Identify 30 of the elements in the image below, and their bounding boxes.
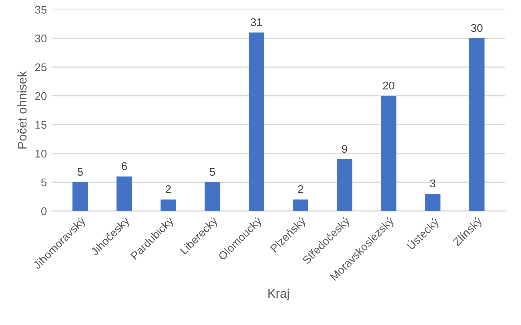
y-tick-label: 35 — [35, 6, 47, 14]
data-label: 5 — [210, 168, 216, 176]
data-label: 2 — [166, 186, 172, 194]
y-tick-label: 15 — [36, 121, 47, 130]
x-axis-title: Kraj — [268, 288, 290, 301]
y-tick-label: 30 — [35, 34, 47, 43]
bar — [381, 96, 397, 212]
data-label: 30 — [471, 24, 483, 32]
data-label: 3 — [430, 180, 436, 188]
bar — [248, 32, 264, 212]
y-tick-label: 25 — [35, 64, 47, 72]
y-axis-title: Počet ohnisek — [18, 71, 27, 149]
data-label: 6 — [122, 162, 128, 170]
bar — [72, 182, 88, 212]
data-label: 31 — [250, 18, 262, 26]
data-label: 2 — [298, 186, 304, 194]
bar — [116, 176, 132, 212]
y-tick-label: 5 — [42, 178, 47, 187]
data-label: 20 — [383, 82, 395, 90]
bar — [293, 200, 308, 212]
y-tick-label: 10 — [36, 150, 47, 158]
bar — [469, 38, 485, 212]
bar — [204, 182, 220, 212]
data-label: 5 — [78, 168, 84, 176]
bar — [160, 200, 176, 212]
bar — [425, 194, 441, 212]
y-tick-label: 0 — [41, 208, 47, 216]
y-tick-label: 20 — [35, 92, 47, 100]
data-label: 9 — [342, 145, 348, 154]
bar — [337, 159, 353, 212]
